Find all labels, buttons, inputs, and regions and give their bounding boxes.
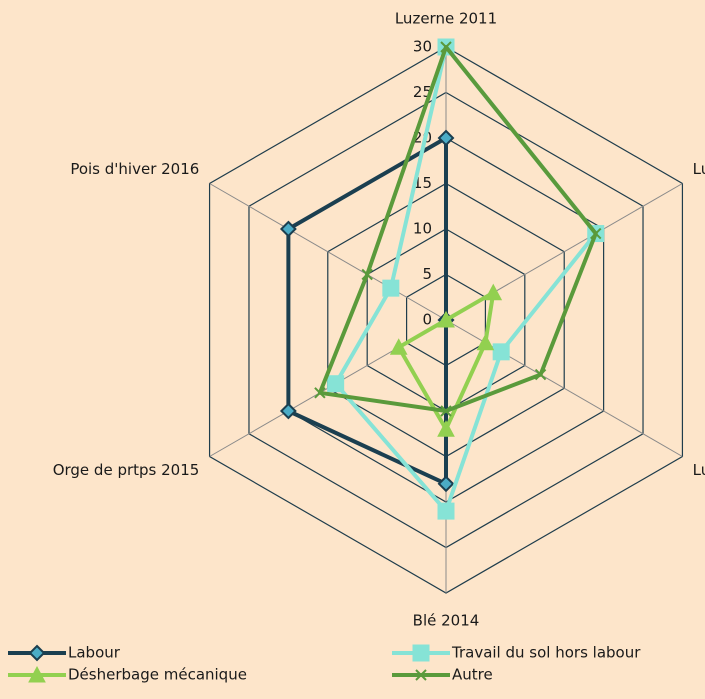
marker	[28, 665, 46, 683]
marker	[382, 279, 400, 297]
r-tick-label: 10	[413, 220, 432, 238]
marker	[279, 402, 297, 420]
legend-label: Autre	[452, 666, 493, 684]
marker	[590, 227, 602, 240]
category-label: Orge de prtps 2015	[53, 461, 200, 479]
marker	[314, 387, 326, 399]
series-line	[286, 136, 448, 486]
category-label: Luzerne 2012	[693, 160, 705, 178]
legend-label: Labour	[68, 644, 121, 662]
marker	[484, 283, 503, 301]
series-line	[317, 45, 598, 413]
marker	[437, 502, 455, 520]
marker	[437, 420, 455, 437]
marker	[437, 475, 455, 493]
marker	[437, 310, 455, 328]
series-line	[396, 290, 496, 432]
marker	[415, 669, 427, 681]
marker	[476, 333, 495, 351]
legend-label: Désherbage mécanique	[68, 666, 247, 684]
marker	[28, 644, 46, 662]
marker	[440, 41, 452, 53]
legend-label: Travail du sol hors labour	[451, 644, 641, 662]
spoke	[209, 183, 447, 321]
marker	[389, 338, 408, 355]
r-tick-label: 5	[422, 265, 432, 283]
marker	[437, 129, 455, 147]
marker	[279, 220, 297, 238]
r-tick-label: 0	[422, 311, 432, 329]
marker	[412, 644, 430, 662]
r-tick-label: 30	[413, 38, 432, 56]
marker	[534, 368, 547, 381]
category-label: Pois d'hiver 2016	[70, 160, 199, 178]
marker	[361, 268, 373, 281]
marker	[492, 343, 510, 361]
category-label: Luzerne 2013	[693, 461, 705, 479]
marker	[327, 375, 345, 393]
category-label: Blé 2014	[413, 612, 480, 630]
marker	[440, 405, 452, 417]
category-label: Luzerne 2011	[395, 10, 497, 28]
